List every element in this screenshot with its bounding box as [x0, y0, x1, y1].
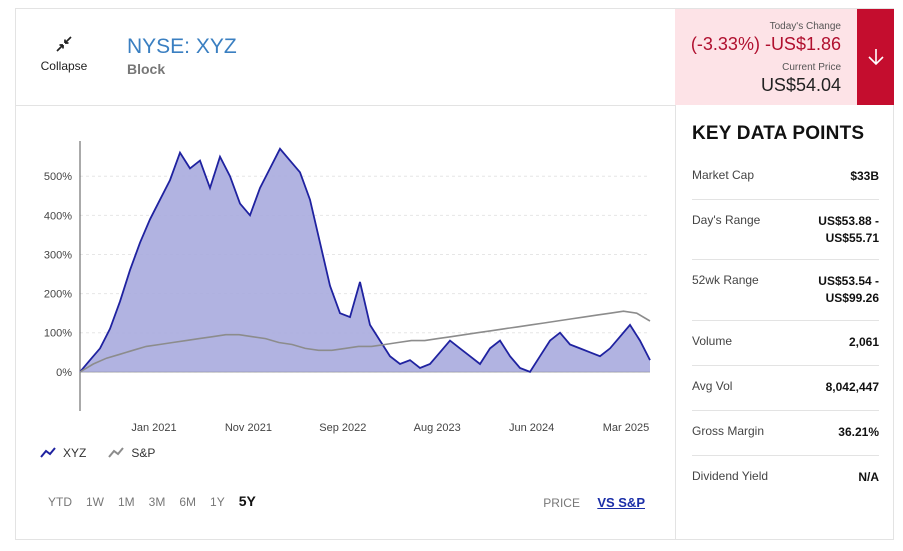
- stock-widget: Collapse NYSE: XYZ Block Today's Change …: [15, 8, 894, 540]
- price-down-button[interactable]: [857, 9, 894, 105]
- ticker-symbol: NYSE: XYZ: [127, 35, 237, 58]
- y-tick-label: 0%: [56, 367, 72, 379]
- key-data-row: Volume 2,061: [692, 321, 879, 366]
- key-data-value: 8,042,447: [825, 380, 879, 394]
- key-data-label: Market Cap: [692, 168, 755, 182]
- legend-item-sp[interactable]: S&P: [108, 446, 155, 460]
- key-data-value: $33B: [850, 169, 879, 183]
- series-area-0: [80, 148, 650, 372]
- y-tick-label: 200%: [44, 289, 72, 301]
- key-data-list: Market Cap $33B Day's Range US$53.88 - U…: [692, 155, 879, 501]
- series-line-1: [79, 310, 651, 373]
- mode-selector: PRICE VS S&P: [529, 495, 645, 510]
- x-tick-label: Sep 2022: [319, 422, 366, 434]
- price-chart: 0% 100% 200% 300% 400% 500% Jan 2021 Nov 2021 Se…: [16, 106, 675, 446]
- change-value: (-3.33%) -US$1.86: [690, 34, 841, 54]
- x-tick-label: Jan 2021: [131, 422, 176, 434]
- y-tick-label: 300%: [44, 249, 72, 261]
- key-data-value: US$53.88 - US$55.71: [818, 214, 879, 245]
- key-data-label: Avg Vol: [692, 379, 733, 393]
- key-data-row: 52wk Range US$53.54 - US$99.26: [692, 260, 879, 321]
- x-tick-label: Mar 2025: [603, 422, 649, 434]
- collapse-label: Collapse: [40, 59, 88, 73]
- line-icon: [108, 447, 125, 458]
- price-value: US$54.04: [760, 75, 841, 95]
- collapse-button[interactable]: Collapse: [36, 35, 92, 73]
- key-data-value: US$53.54 - US$99.26: [818, 274, 879, 305]
- chart-svg: 0% 100% 200% 300% 400% 500% Jan 2021 Nov 2021 Se…: [44, 141, 651, 434]
- key-data-label: Volume: [692, 334, 733, 348]
- range-selector: YTD 1W 1M 3M 6M 1Y 5Y: [48, 493, 270, 509]
- key-data-value: 36.21%: [838, 425, 879, 439]
- key-data-label: Day's Range: [692, 213, 761, 227]
- change-label: Today's Change: [769, 21, 841, 32]
- key-data-row: Avg Vol 8,042,447: [692, 366, 879, 411]
- range-1w[interactable]: 1W: [86, 495, 104, 509]
- key-data-row: Market Cap $33B: [692, 155, 879, 200]
- key-data-row: Day's Range US$53.88 - US$55.71: [692, 200, 879, 260]
- legend-label-sp: S&P: [131, 446, 156, 460]
- key-data-value: N/A: [858, 470, 879, 484]
- key-data-label: 52wk Range: [692, 273, 759, 287]
- mode-price[interactable]: PRICE: [543, 496, 580, 510]
- line-icon: [40, 447, 56, 458]
- arrow-down-icon: [867, 49, 884, 66]
- collapse-icon: [56, 36, 72, 52]
- key-data-label: Gross Margin: [692, 424, 765, 438]
- company-name: Block: [127, 61, 166, 77]
- y-tick-label: 500%: [44, 171, 72, 183]
- mode-vs-sp[interactable]: VS S&P: [597, 495, 645, 510]
- stock-header: Collapse NYSE: XYZ Block: [16, 9, 675, 106]
- range-1y[interactable]: 1Y: [210, 495, 225, 509]
- range-ytd[interactable]: YTD: [48, 495, 72, 509]
- y-tick-label: 400%: [44, 210, 72, 222]
- series-line-0: [79, 147, 651, 374]
- quote-panel: Today's Change (-3.33%) -US$1.86 Current…: [675, 9, 894, 105]
- x-tick-label: Jun 2024: [509, 422, 554, 434]
- key-data-row: Gross Margin 36.21%: [692, 411, 879, 456]
- legend-item-xyz[interactable]: XYZ: [40, 446, 86, 460]
- range-5y[interactable]: 5Y: [238, 493, 256, 509]
- key-data-row: Dividend Yield N/A: [692, 456, 879, 501]
- legend-label-xyz: XYZ: [63, 446, 87, 460]
- range-3m[interactable]: 3M: [148, 495, 166, 509]
- chart-legend: XYZ S&P: [40, 446, 155, 460]
- x-tick-label: Nov 2021: [225, 422, 272, 434]
- y-tick-label: 100%: [44, 328, 72, 340]
- key-data-panel: KEY DATA POINTS Market Cap $33B Day's Ra…: [675, 105, 895, 540]
- x-tick-label: Aug 2023: [414, 422, 461, 434]
- price-label: Current Price: [782, 62, 841, 73]
- range-6m[interactable]: 6M: [179, 495, 197, 509]
- key-data-title: KEY DATA POINTS: [692, 123, 865, 144]
- key-data-value: 2,061: [848, 335, 879, 349]
- key-data-label: Dividend Yield: [692, 469, 769, 483]
- range-1m[interactable]: 1M: [118, 495, 135, 509]
